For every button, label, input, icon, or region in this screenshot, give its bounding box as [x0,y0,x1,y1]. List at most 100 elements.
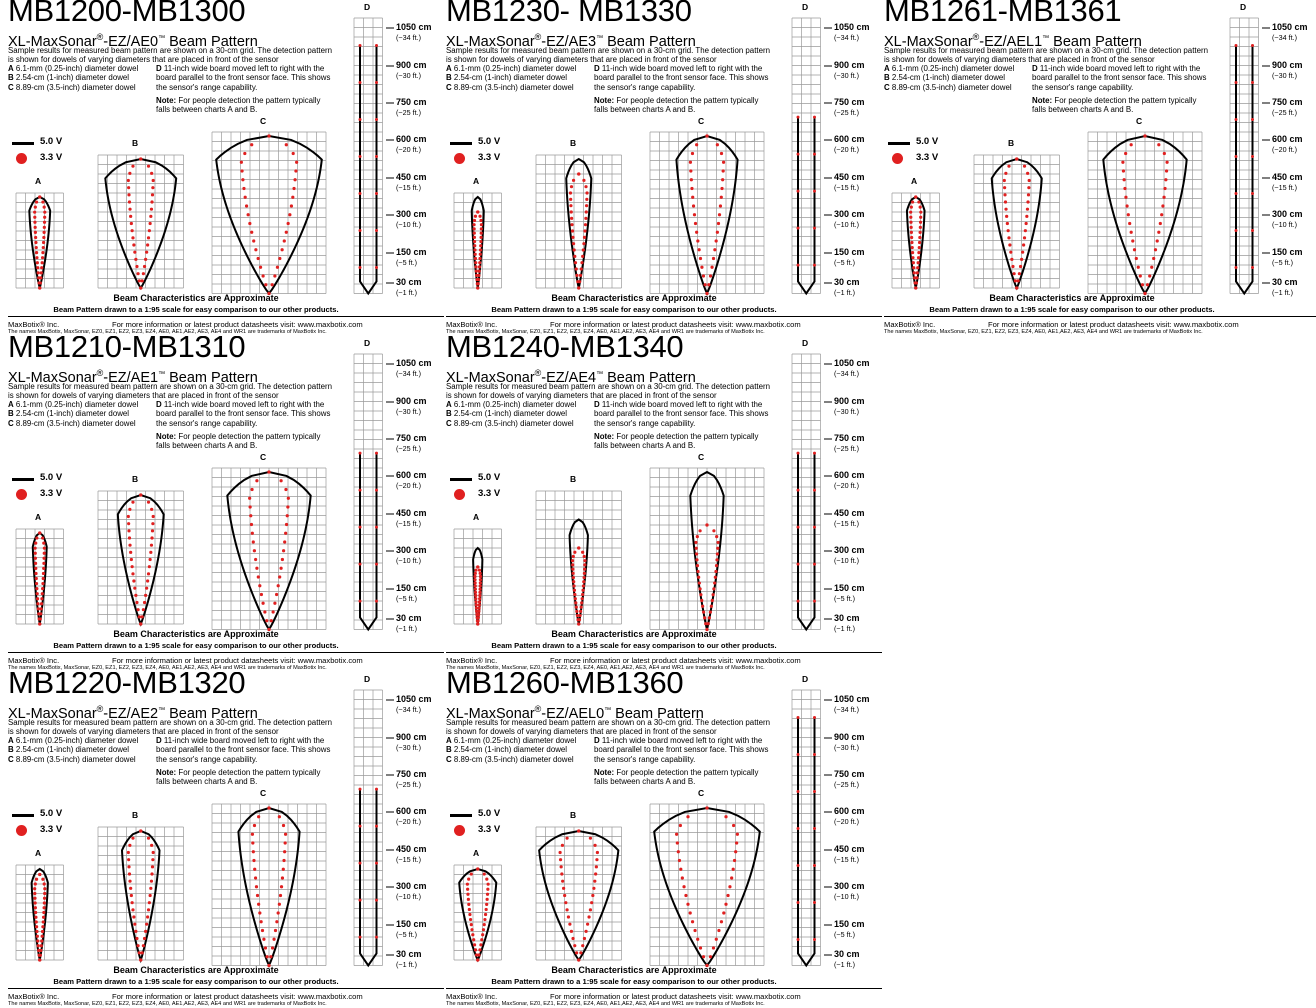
chart-a-3v-point [34,910,38,915]
chart-b-3v-point [1024,221,1028,226]
chart-a-3v-point [918,230,922,234]
chart-c-3v-point [714,937,718,941]
description: Sample results for measured beam pattern… [446,382,770,401]
chart-a-3v-point [472,218,477,223]
chart-b-grid [97,826,184,961]
chart-c-3v-point [295,160,299,164]
chart-a-3v-point [466,887,470,891]
chart-c-3v-point [255,566,259,570]
distance-cm: 150 cm [834,247,865,257]
distance-label: 450 cm (~15 ft.) [834,508,865,528]
chart-c-3v-point [270,946,275,950]
people-note: Note: For people detection the pattern t… [156,96,321,115]
chart-c-3v-point [1132,248,1137,252]
chart-b-3v-point [129,557,133,562]
chart-a-3v-point [35,934,39,938]
chart-a-3v-point [37,617,41,621]
scale-note: Beam Pattern drawn to a 1:95 scale for e… [53,977,339,986]
chart-b-3v-point [581,254,585,258]
chart-c-3v-point [707,283,711,287]
chart-a-3v-point [33,882,37,886]
chart-d-3v-point [796,938,800,942]
distance-ft: (~20 ft.) [396,817,421,826]
chart-c-3v-point [691,195,695,199]
chart-b-3v-point [139,829,143,833]
item-b: B 2.54-cm (1-inch) diameter dowel [446,745,568,755]
chart-a-3v-point [485,892,490,896]
chart-c-3v-point [258,584,262,588]
chart-d-3v-point [1251,192,1254,196]
chart-c-3v-point [705,523,709,527]
people-note: Note: For people detection the pattern t… [594,96,759,115]
distance-ft: (~34 ft.) [834,33,859,42]
distance-label: 300 cm (~10 ft.) [396,209,427,229]
chart-b-3v-point [564,901,568,905]
chart-b-3v-point [590,901,594,905]
legend-5v-label: 5.0 V [478,472,501,483]
chart-c-3v-point [273,928,278,933]
chart-b-3v-point [151,522,155,526]
chart-c-label: C [260,452,267,462]
chart-a-3v-point [34,915,38,919]
distance-cm: 750 cm [834,97,865,107]
panel-subtitle: XL-MaxSonar®-EZ/AE0™ Beam Pattern [8,32,258,50]
chart-a-3v-point [472,938,476,942]
chart-c-3v-point [695,143,699,147]
chart-a-3v-point [484,907,488,912]
chart-b-3v-point [146,243,150,247]
chart-b-3v-point [141,608,146,612]
chart-c-3v-point [688,911,692,915]
scale-note: Beam Pattern drawn to a 1:95 scale for e… [491,305,777,314]
chart-b-3v-point [1008,243,1012,247]
distance-label: 750 cm (~25 ft.) [834,769,865,789]
chart-d-3v-point [358,898,362,902]
chart-c-3v-point [697,581,701,585]
distance-label: 1050 cm (~34 ft.) [834,358,870,378]
chart-c-3v-point [273,601,277,605]
chart-a-3v-point [39,607,43,611]
chart-b-3v-point [571,554,575,559]
beam-characteristics-note: Beam Characteristics are Approximate [551,965,717,975]
chart-b-3v-point [148,557,152,562]
subtitle-model: -EZ/AE3 [541,33,597,50]
distance-ft: (~1 ft.) [396,960,417,969]
chart-a-3v-point [40,256,45,260]
distance-label: 900 cm (~30 ft.) [834,732,865,752]
chart-b-3v-point [577,829,581,833]
chart-a-3v-point [913,276,917,280]
chart-a-3v-point [35,536,39,540]
chart-c-3v-point [696,569,700,574]
beam-pattern-panel: MB1230- MB1330 XL-MaxSonar®-EZ/AE3™ Beam… [444,0,882,336]
description: Sample results for measured beam pattern… [8,718,332,737]
chart-c-3v-point [282,239,286,243]
distance-label: 900 cm (~30 ft.) [396,60,427,80]
distance-ft: (~10 ft.) [834,892,859,901]
chart-a-3v-point [33,896,37,900]
chart-a-3v-point [479,227,483,231]
chart-b-3v-point [149,886,153,890]
chart-c-3v-point [258,911,262,915]
legend-3v-label: 3.3 V [916,152,939,163]
chart-b-3v-point [572,588,577,592]
chart-c-3v-point [724,815,728,819]
distance-label: 300 cm (~10 ft.) [396,881,427,901]
item-b: B 2.54-cm (1-inch) diameter dowel [8,409,130,419]
chart-c-3v-point [718,204,723,208]
people-note: Note: For people detection the pattern t… [594,432,759,451]
chart-a-3v-point [468,917,473,922]
chart-a-3v-point [478,574,483,579]
chart-b-3v-point [582,936,587,941]
chart-b-3v-point [587,915,591,919]
chart-a-3v-point [476,958,480,962]
chart-b-3v-point [1012,272,1016,276]
item-b: B 2.54-cm (1-inch) diameter dowel [446,409,568,419]
subtitle-model: -EZ/AE0 [103,33,159,50]
footer-trademark: The names MaxBotix, MaxSonar, EZ0, EZ1, … [8,329,327,335]
chart-c-3v-point [249,522,254,527]
chart-a-3v-point [39,944,43,948]
chart-a-3v-point [37,612,41,616]
chart-d-3v-point [813,716,816,720]
chart-b-3v-point [593,843,597,847]
chart-c-grid [649,803,765,966]
chart-b-3v-point [1005,221,1009,226]
